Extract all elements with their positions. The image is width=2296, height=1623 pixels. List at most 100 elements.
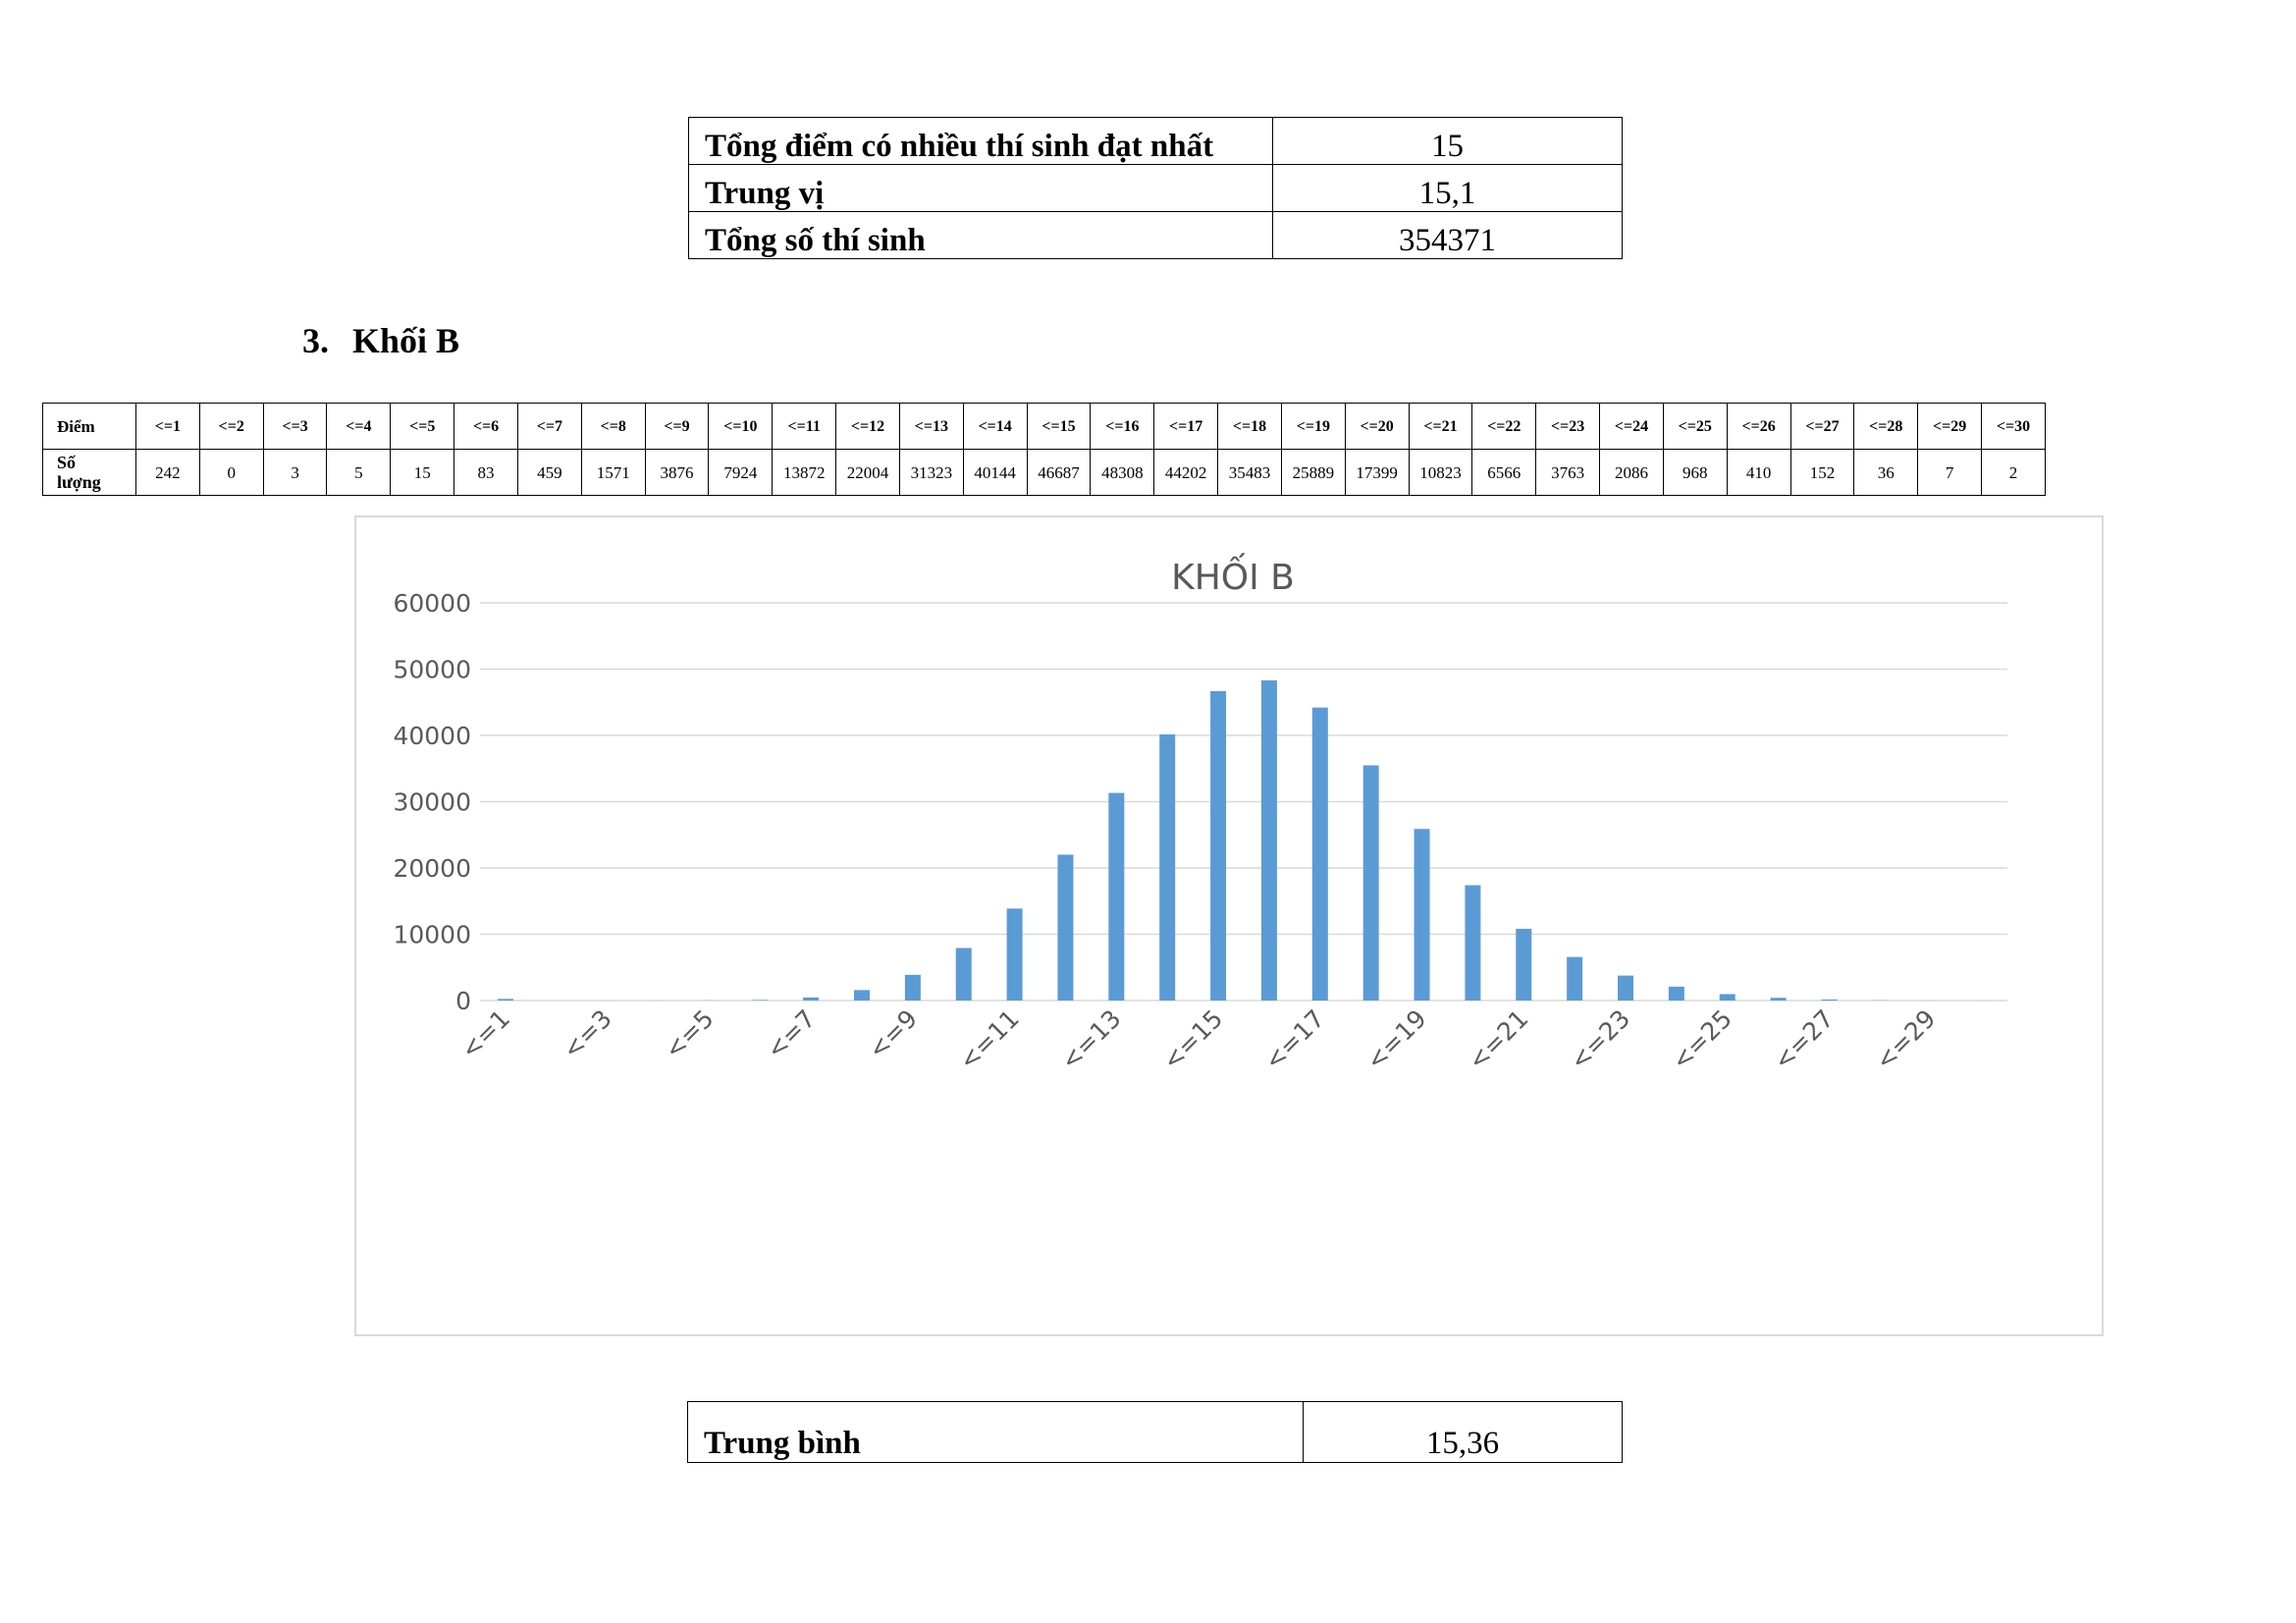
x-tick-label: <=7 [761, 1004, 821, 1064]
score-count-cell: 2 [1981, 449, 2046, 496]
x-tick-label: <=3 [558, 1004, 617, 1064]
grid-lines [480, 602, 2007, 1001]
score-count-cell: 36 [1853, 449, 1919, 496]
score-header-cell: <=7 [516, 403, 582, 450]
y-tick-label: 40000 [393, 722, 471, 750]
score-count-cell: 7 [1917, 449, 1983, 496]
score-count-cell: 10823 [1408, 449, 1473, 496]
x-tick-label: <=17 [1258, 1004, 1330, 1076]
y-tick-label: 60000 [393, 589, 471, 618]
bar [1567, 956, 1583, 1001]
y-tick-label: 0 [455, 987, 471, 1015]
x-tick-label: <=5 [659, 1004, 719, 1064]
score-header-cell: <=20 [1344, 403, 1410, 450]
score-count-cell: 2086 [1599, 449, 1664, 496]
table-row: Số lượng 242 0 3 5 15 83 459 1571 3876 7924 13872 22… [42, 449, 2046, 496]
bar [1159, 734, 1176, 1001]
score-count-cell: 31323 [898, 449, 964, 496]
bar [1770, 998, 1787, 1001]
summary-value: 15 [1272, 117, 1623, 165]
y-tick-label: 30000 [393, 788, 471, 817]
x-tick-label: <=9 [863, 1004, 923, 1064]
score-header-cell: <=25 [1662, 403, 1728, 450]
summary-value: 354371 [1272, 211, 1623, 259]
x-tick-label: <=13 [1055, 1004, 1127, 1076]
score-count-cell: 7924 [708, 449, 774, 496]
bar [1465, 885, 1481, 1001]
score-count-cell: 968 [1662, 449, 1728, 496]
score-count-cell: 44202 [1153, 449, 1219, 496]
row-label-diem: Điểm [42, 403, 136, 450]
score-header-cell: <=11 [772, 403, 837, 450]
x-tick-label: <=19 [1361, 1004, 1432, 1076]
x-tick-label: <=29 [1870, 1004, 1942, 1076]
summary-table: Tổng điểm có nhiều thí sinh đạt nhất 15 … [688, 117, 1623, 259]
score-count-cell: 410 [1726, 449, 1791, 496]
score-header-cell: <=10 [708, 403, 774, 450]
bar [1260, 679, 1277, 1001]
score-header-cell: <=24 [1599, 403, 1664, 450]
summary-value: 15,1 [1272, 164, 1623, 212]
table-row: Trung vị 15,1 [688, 164, 1623, 212]
bar-chart: KHỐI B 0 10000 20000 30000 40000 50000 60000 <… [393, 553, 2007, 1076]
bar [803, 997, 820, 1001]
score-count-cell: 1571 [580, 449, 646, 496]
row-label-line: lượng [57, 472, 101, 492]
score-header-cell: <=27 [1789, 403, 1855, 450]
table-row: Tổng điểm có nhiều thí sinh đạt nhất 15 [688, 117, 1623, 165]
score-distribution-table: Điểm <=1 <=2 <=3 <=4 <=5 <=6 <=7 <=8 <=9 <=10 <=11… [42, 403, 2046, 496]
summary-label: Trung vị [688, 164, 1273, 212]
x-tick-label: <=15 [1157, 1004, 1229, 1076]
row-label-line: Số [57, 453, 77, 472]
x-tick-label: <=23 [1565, 1004, 1636, 1076]
score-count-cell: 83 [454, 449, 518, 496]
score-header-cell: <=6 [454, 403, 518, 450]
x-tick-label: <=25 [1666, 1004, 1737, 1076]
bar [854, 990, 870, 1001]
score-header-cell: <=18 [1217, 403, 1282, 450]
score-header-cell: <=28 [1853, 403, 1919, 450]
y-tick-label: 20000 [393, 854, 471, 883]
score-count-cell: 242 [135, 449, 200, 496]
score-header-cell: <=30 [1981, 403, 2046, 450]
table-row: Tổng số thí sinh 354371 [688, 211, 1623, 259]
score-count-cell: 3876 [644, 449, 710, 496]
x-tick-label: <=21 [1463, 1004, 1534, 1076]
x-tick-label: <=11 [953, 1004, 1025, 1076]
score-header-cell: <=15 [1026, 403, 1092, 450]
bar [1057, 854, 1074, 1001]
average-value: 15,36 [1303, 1401, 1623, 1463]
score-header-cell: <=14 [962, 403, 1028, 450]
bar [1719, 994, 1735, 1001]
bars [497, 679, 1991, 1001]
x-axis-ticks: <=1 <=3 <=5 <=7 <=9 <=11 <=13 <=15 <=17 <=19 <=21 <… [455, 1004, 1942, 1076]
score-count-cell: 35483 [1217, 449, 1282, 496]
score-header-cell: <=21 [1408, 403, 1473, 450]
score-count-cell: 17399 [1344, 449, 1410, 496]
bar [1516, 928, 1532, 1001]
score-header-cell: <=16 [1090, 403, 1155, 450]
score-count-cell: 6566 [1471, 449, 1537, 496]
score-header-cell: <=29 [1917, 403, 1983, 450]
score-header-cell: <=26 [1726, 403, 1791, 450]
section-number: 3. [302, 321, 329, 360]
bar [1362, 765, 1379, 1001]
score-header-cell: <=9 [644, 403, 710, 450]
chart-container: KHỐI B 0 10000 20000 30000 40000 50000 60000 <… [354, 515, 2104, 1336]
section-heading: 3. Khối B [302, 320, 459, 361]
score-header-cell: <=22 [1471, 403, 1537, 450]
bar [904, 974, 921, 1001]
summary-label: Tổng điểm có nhiều thí sinh đạt nhất [688, 117, 1273, 165]
bar [1821, 999, 1838, 1001]
bar [1006, 908, 1023, 1001]
score-header-cell: <=12 [835, 403, 900, 450]
x-tick-label: <=27 [1768, 1004, 1840, 1076]
score-count-cell: 22004 [835, 449, 900, 496]
y-tick-label: 50000 [393, 656, 471, 684]
score-count-cell: 46687 [1026, 449, 1092, 496]
score-header-cell: <=3 [262, 403, 328, 450]
bar [1108, 792, 1125, 1001]
score-header-cell: <=1 [135, 403, 200, 450]
y-axis-ticks: 0 10000 20000 30000 40000 50000 60000 [393, 589, 471, 1015]
table-row: Trung bình 15,36 [687, 1401, 1623, 1463]
